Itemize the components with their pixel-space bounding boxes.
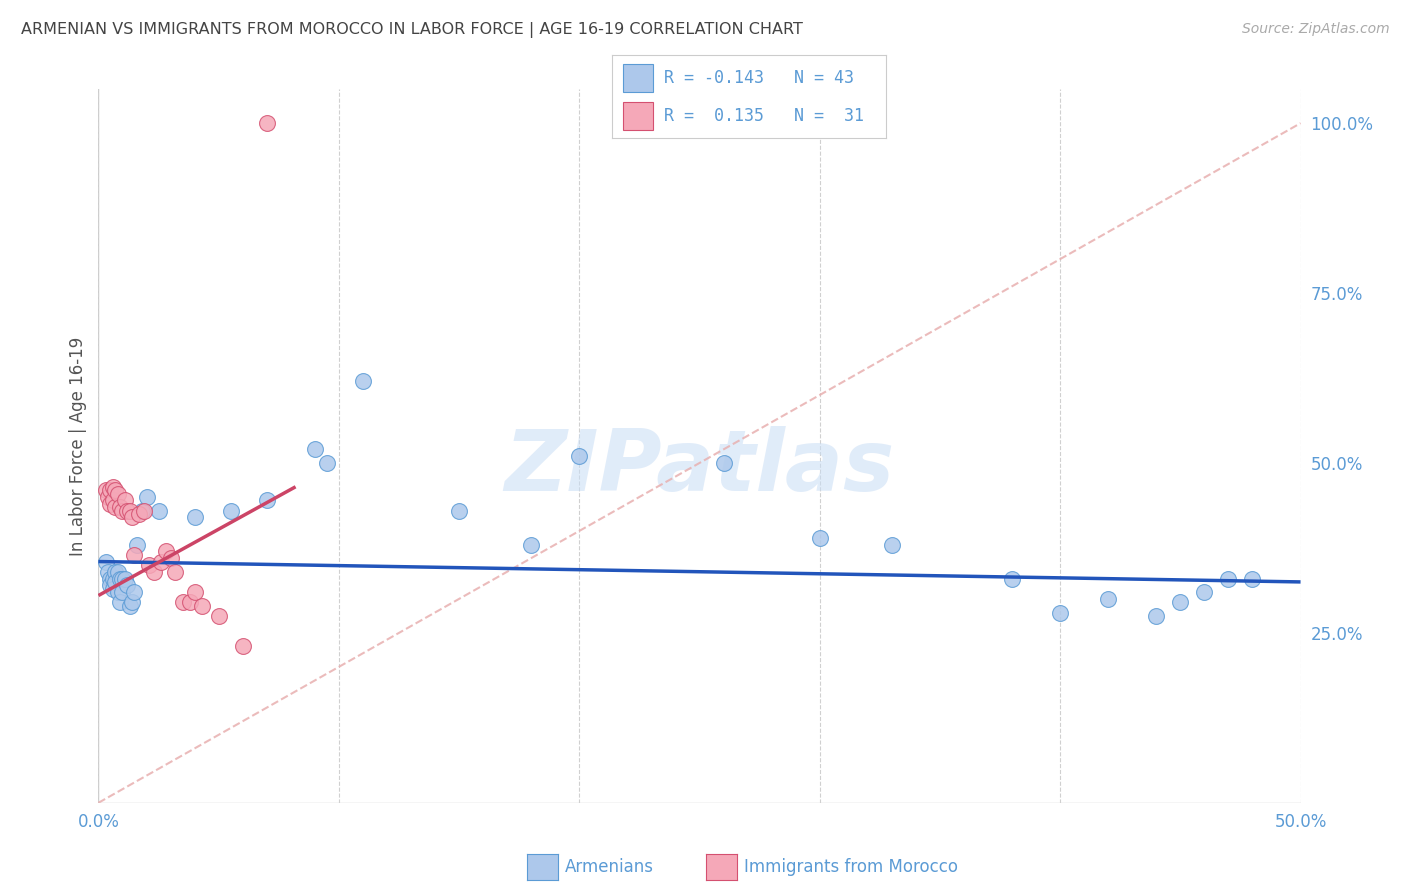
Point	[1001, 572, 1024, 586]
Point	[97, 490, 120, 504]
Point	[219, 503, 242, 517]
Point	[149, 555, 172, 569]
Text: Source: ZipAtlas.com: Source: ZipAtlas.com	[1241, 22, 1389, 37]
Bar	[623, 102, 652, 130]
Point	[172, 595, 194, 609]
Point	[315, 456, 337, 470]
Point	[100, 572, 122, 586]
Point	[94, 483, 117, 498]
Point	[352, 375, 374, 389]
Y-axis label: In Labor Force | Age 16-19: In Labor Force | Age 16-19	[69, 336, 87, 556]
Point	[100, 497, 122, 511]
Point	[520, 537, 543, 551]
Point	[108, 595, 131, 609]
Point	[256, 116, 278, 130]
Point	[107, 486, 129, 500]
Point	[118, 503, 141, 517]
Text: R =  0.135   N =  31: R = 0.135 N = 31	[664, 107, 863, 125]
Point	[1170, 595, 1192, 609]
Point	[447, 503, 470, 517]
Point	[304, 442, 326, 457]
Point	[124, 585, 146, 599]
Point	[114, 572, 136, 586]
Point	[183, 510, 205, 524]
Point	[191, 599, 214, 613]
Point	[183, 585, 205, 599]
Point	[104, 574, 127, 589]
Point	[1097, 591, 1119, 606]
Point	[111, 572, 134, 586]
Point	[135, 490, 157, 504]
Point	[101, 480, 124, 494]
Point	[104, 565, 127, 579]
Point	[125, 537, 148, 551]
Point	[132, 503, 155, 517]
Point	[1218, 572, 1240, 586]
Point	[101, 493, 124, 508]
Text: Immigrants from Morocco: Immigrants from Morocco	[744, 858, 957, 876]
Point	[97, 565, 120, 579]
Point	[101, 582, 124, 596]
Point	[101, 572, 124, 586]
Point	[208, 608, 231, 623]
Point	[159, 551, 181, 566]
Point	[1049, 606, 1071, 620]
Point	[148, 503, 170, 517]
Point	[138, 558, 160, 572]
Point	[117, 503, 139, 517]
Point	[118, 599, 141, 613]
Point	[104, 483, 127, 498]
Point	[165, 565, 187, 579]
Point	[880, 537, 903, 551]
Point	[100, 483, 122, 498]
Point	[104, 500, 127, 515]
Text: Armenians: Armenians	[565, 858, 654, 876]
Point	[107, 565, 129, 579]
Point	[111, 503, 134, 517]
Point	[108, 572, 131, 586]
Text: ARMENIAN VS IMMIGRANTS FROM MOROCCO IN LABOR FORCE | AGE 16-19 CORRELATION CHART: ARMENIAN VS IMMIGRANTS FROM MOROCCO IN L…	[21, 22, 803, 38]
Point	[808, 531, 831, 545]
Point	[114, 493, 136, 508]
Point	[179, 595, 201, 609]
Point	[111, 585, 134, 599]
Point	[94, 555, 117, 569]
Point	[232, 640, 254, 654]
Point	[1194, 585, 1216, 599]
Point	[124, 548, 146, 562]
Point	[121, 595, 143, 609]
Point	[142, 565, 165, 579]
Text: ZIPatlas: ZIPatlas	[505, 425, 894, 509]
Point	[117, 578, 139, 592]
Point	[108, 500, 131, 515]
Point	[1241, 572, 1264, 586]
Text: R = -0.143   N = 43: R = -0.143 N = 43	[664, 69, 853, 87]
Point	[131, 503, 153, 517]
Point	[100, 578, 122, 592]
Point	[256, 493, 278, 508]
Point	[1144, 608, 1167, 623]
Point	[128, 507, 150, 521]
Point	[107, 585, 129, 599]
Bar	[623, 63, 652, 92]
Point	[713, 456, 735, 470]
Point	[121, 510, 143, 524]
Point	[155, 544, 177, 558]
Point	[568, 449, 591, 463]
